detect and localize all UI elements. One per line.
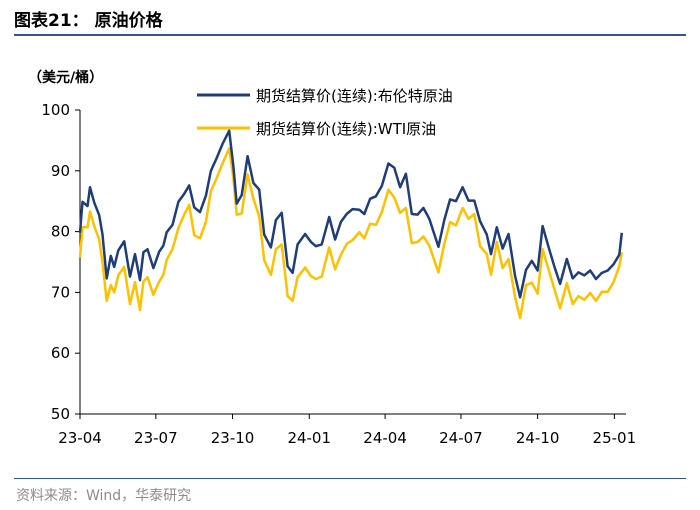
legend: 期货结算价(连续):布伦特原油 期货结算价(连续):WTI原油 <box>197 87 453 138</box>
x-tick-label: 24-07 <box>439 429 483 447</box>
oil-price-chart: （美元/桶） 期货结算价(连续):布伦特原油 期货结算价(连续):WTI原油 5… <box>28 69 636 447</box>
y-axis-unit-label: （美元/桶） <box>28 69 103 86</box>
axes: 50 60 70 80 90 100 23-04 23-07 23-10 24-01 24-04 24… <box>41 101 636 447</box>
title-divider <box>14 34 686 36</box>
x-tick-label: 24-10 <box>516 429 560 447</box>
footer-divider <box>14 478 686 479</box>
y-tick-label: 70 <box>51 283 70 301</box>
legend-label-brent: 期货结算价(连续):布伦特原油 <box>256 87 453 105</box>
x-tick-label: 24-01 <box>287 429 331 447</box>
series-line-wti <box>78 147 624 320</box>
y-tick-label: 60 <box>51 344 70 362</box>
x-tick-label: 23-10 <box>211 429 255 447</box>
series-line-brent <box>78 129 624 299</box>
legend-label-wti: 期货结算价(连续):WTI原油 <box>256 120 436 138</box>
page-title: 图表21： 原油价格 <box>14 11 163 31</box>
x-tick-label: 25-01 <box>593 429 637 447</box>
y-tick-label: 50 <box>51 405 70 423</box>
y-tick-label: 90 <box>51 162 70 180</box>
x-tick-label: 24-04 <box>363 429 407 447</box>
x-tick-label: 23-07 <box>134 429 178 447</box>
y-tick-label: 100 <box>41 101 70 119</box>
x-tick-label: 23-04 <box>58 429 102 447</box>
source-note: 资料来源：Wind，华泰研究 <box>16 488 192 504</box>
series-lines <box>78 129 624 320</box>
y-tick-label: 80 <box>51 223 70 241</box>
